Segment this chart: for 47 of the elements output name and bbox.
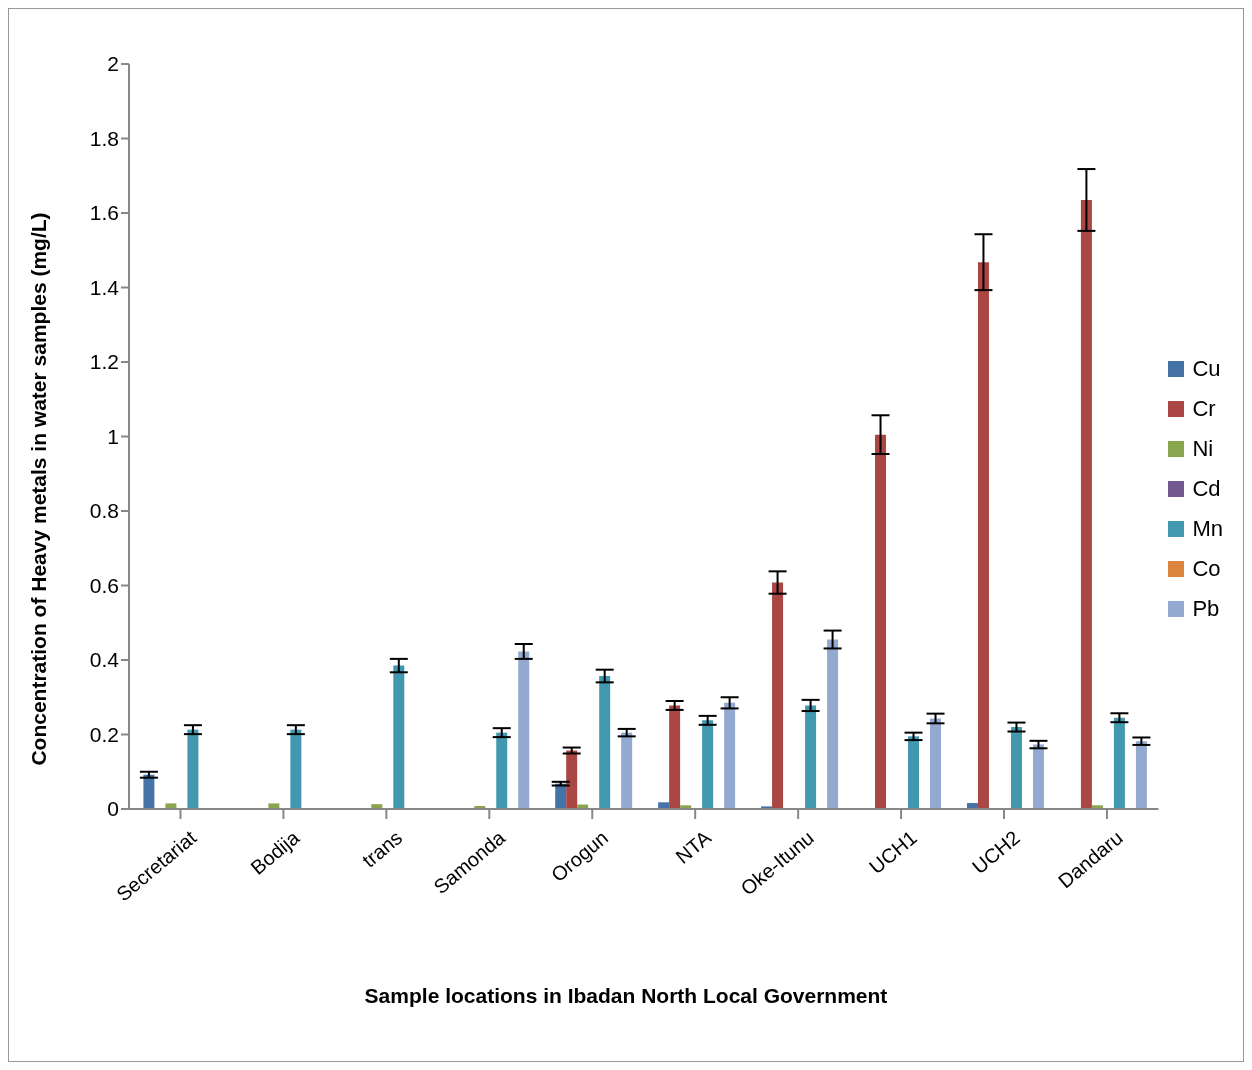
x-axis-title: Sample locations in Ibadan North Local Government	[363, 984, 889, 1008]
legend-label: Cu	[1192, 356, 1221, 382]
bar	[702, 720, 714, 809]
bar	[930, 718, 942, 809]
bar	[165, 803, 177, 809]
bar	[1010, 727, 1022, 809]
y-tick-label: 0.2	[89, 722, 119, 746]
bar	[621, 732, 633, 809]
bar	[1032, 744, 1044, 809]
bar	[772, 582, 784, 809]
bar	[977, 262, 989, 809]
bar	[669, 705, 681, 809]
y-tick-label: 0.4	[89, 648, 120, 672]
bar	[393, 665, 405, 809]
bar	[827, 639, 839, 809]
bar	[566, 750, 578, 809]
y-tick-label: 1	[107, 424, 119, 448]
bar	[268, 803, 280, 809]
bar	[1135, 741, 1147, 809]
y-tick-label: 2	[107, 52, 119, 76]
legend-label: Ni	[1192, 436, 1214, 462]
y-tick-label: 1.8	[89, 126, 119, 150]
bar	[1080, 199, 1092, 809]
bar	[518, 651, 530, 809]
bar	[724, 702, 736, 809]
legend-label: Cr	[1192, 396, 1216, 422]
y-tick-label: 1.4	[89, 275, 120, 299]
y-tick-label: 0.8	[89, 499, 119, 523]
bar	[875, 434, 887, 809]
y-axis-title: Concentration of Heavy metals in water samples (mg/L)	[27, 212, 51, 766]
legend-label: Cd	[1192, 476, 1221, 502]
bar	[187, 729, 199, 809]
bar	[290, 729, 302, 809]
bar	[1113, 717, 1125, 809]
x-tick-label: NTA	[671, 825, 716, 868]
x-tick-label: trans	[357, 826, 407, 872]
y-tick-label: 0.6	[89, 573, 119, 597]
y-tick-label: 0	[107, 797, 119, 821]
legend-label: Pb	[1192, 596, 1220, 622]
bar	[599, 676, 611, 809]
bar	[805, 705, 817, 809]
bar	[496, 732, 508, 809]
y-tick-label: 1.2	[89, 350, 119, 374]
y-tick-label: 1.6	[89, 201, 119, 225]
bar	[908, 736, 920, 809]
legend-label: Co	[1192, 556, 1221, 582]
legend-label: Mn	[1192, 516, 1223, 542]
